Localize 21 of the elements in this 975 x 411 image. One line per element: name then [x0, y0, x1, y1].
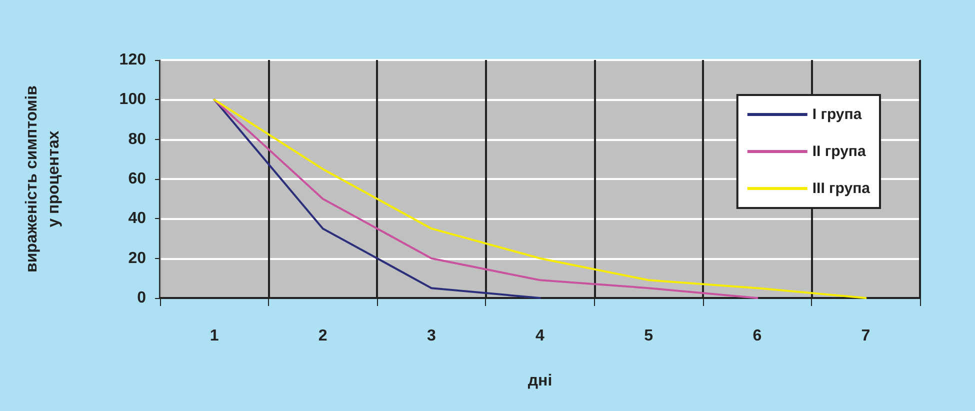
legend-label: III група	[812, 180, 871, 197]
y-tick-label: 120	[119, 52, 146, 68]
y-tick-label: 80	[128, 130, 146, 148]
x-tick-label: 6	[752, 328, 762, 344]
y-tick-label: 100	[119, 91, 146, 108]
x-tick-label: 1	[210, 328, 219, 344]
legend-label: II група	[812, 143, 866, 160]
x-tick-label: 4	[536, 328, 545, 344]
x-tick-label: 2	[318, 328, 328, 344]
line-series	[213, 98, 541, 299]
line-series	[213, 98, 758, 299]
y-tick-label: 20	[128, 250, 146, 267]
y-tick-label: 40	[128, 210, 146, 228]
y-tick-label: 0	[137, 290, 146, 306]
y-axis-title: вираженість симптомів у процентах	[24, 85, 62, 273]
legend-label: I група	[812, 106, 862, 123]
x-axis-title: дні	[528, 372, 552, 390]
x-tick-label: 3	[426, 328, 436, 344]
x-tick-label: 5	[644, 328, 654, 344]
x-tick-label: 7	[861, 328, 870, 344]
y-tick-label: 60	[128, 170, 146, 188]
